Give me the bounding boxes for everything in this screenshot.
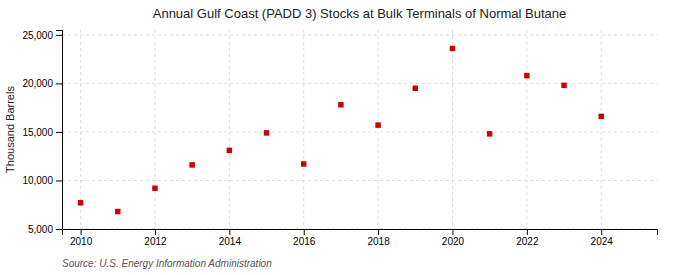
point	[487, 131, 492, 136]
y-tick: 20,000	[22, 78, 62, 89]
point	[450, 46, 455, 51]
x-tick-mark	[527, 229, 528, 235]
y-tick: 25,000	[22, 30, 62, 41]
x-tick-mark	[304, 229, 305, 235]
x-tick-mark	[601, 229, 602, 235]
x-tick-label: 2014	[219, 236, 242, 247]
point	[152, 185, 157, 190]
y-tick-mark	[56, 35, 62, 36]
point	[598, 114, 603, 119]
y-tick-label: 20,000	[22, 78, 53, 89]
y-axis: 5,000 10,000 15,000 20,000 25,000	[22, 30, 62, 235]
y-tick-label: 25,000	[22, 30, 53, 41]
x-tick: 2018	[367, 229, 390, 247]
point	[413, 86, 418, 91]
points	[78, 46, 604, 215]
y-tick: 10,000	[22, 175, 62, 186]
point	[338, 102, 343, 107]
source: Source: U.S. Energy Information Administ…	[62, 258, 272, 269]
point	[561, 83, 566, 88]
x-tick-label: 2018	[367, 236, 390, 247]
title: Annual Gulf Coast (PADD 3) Stocks at Bul…	[153, 6, 567, 21]
y-grid-line	[62, 180, 657, 181]
point	[264, 130, 269, 135]
x-grid-line	[378, 30, 379, 229]
x-tick-label: 2010	[70, 236, 93, 247]
y-tick: 15,000	[22, 127, 62, 138]
plot-area: 2010 2012 2014 2016 2018 2020 2022 2024 5,000 10,…	[22, 30, 657, 248]
x-tick: 2014	[219, 229, 242, 247]
x-grid-line	[452, 30, 453, 229]
x-tick-label: 2022	[516, 236, 539, 247]
x-tick-label: 2016	[293, 236, 316, 247]
x-grid-line	[303, 30, 304, 229]
x-grid-line	[154, 30, 155, 229]
x-tick: 2012	[144, 229, 167, 247]
x-tick-mark	[155, 229, 156, 235]
x-tick: 2020	[442, 229, 465, 247]
y-tick-mark	[56, 180, 62, 181]
y-tick-label: 5,000	[28, 224, 53, 235]
x-tick-mark	[81, 229, 82, 235]
y-tick: 5,000	[28, 224, 62, 235]
point	[115, 209, 120, 214]
x-axis: 2010 2012 2014 2016 2018 2020 2022 2024	[63, 229, 658, 247]
y-tick-mark	[56, 83, 62, 84]
x-grid-line	[526, 30, 527, 229]
y-axis-title: Thousand Barrels	[4, 86, 16, 173]
x-grid-line	[601, 30, 602, 229]
x-tick: 2010	[70, 229, 93, 247]
y-tick-mark	[56, 132, 62, 133]
point	[227, 148, 232, 153]
y-grid-line	[62, 131, 657, 132]
point	[189, 162, 194, 167]
x-grid-line	[229, 30, 230, 229]
point	[375, 122, 380, 127]
y-tick-mark	[56, 229, 62, 230]
x-tick: 2024	[591, 229, 614, 247]
x-tick: 2022	[516, 229, 539, 247]
x-grid-line	[80, 30, 81, 229]
y-tick-label: 15,000	[22, 127, 53, 138]
x-tick-mark	[378, 229, 379, 235]
y-grid-line	[62, 83, 657, 84]
grid	[62, 30, 657, 229]
point	[301, 161, 306, 166]
x-tick-label: 2024	[591, 236, 614, 247]
x-tick-mark	[452, 229, 453, 235]
point	[524, 73, 529, 78]
x-tick-label: 2020	[442, 236, 465, 247]
point	[78, 200, 83, 205]
y-axis-line	[56, 31, 63, 230]
y-tick-label: 10,000	[22, 175, 53, 186]
x-axis-line	[63, 230, 658, 236]
chart: 2010 2012 2014 2016 2018 2020 2022 2024 5,000 10,…	[0, 0, 675, 275]
x-tick-mark	[229, 229, 230, 235]
x-tick-label: 2012	[144, 236, 167, 247]
y-grid-line	[62, 34, 657, 35]
x-tick: 2016	[293, 229, 316, 247]
